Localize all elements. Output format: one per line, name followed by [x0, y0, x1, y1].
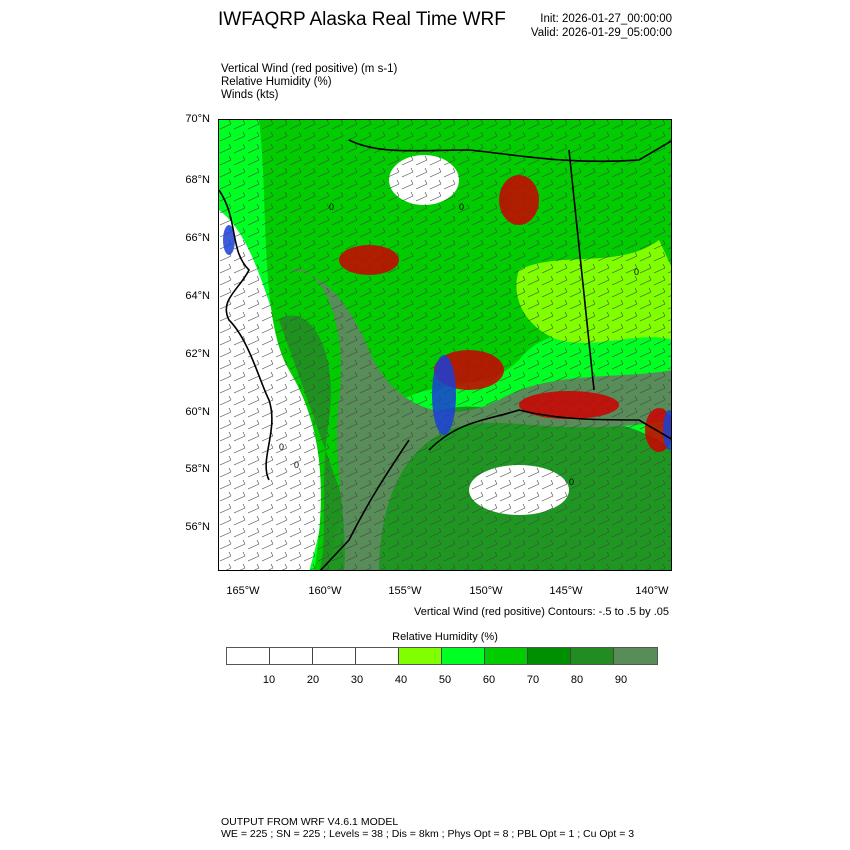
init-time: Init: 2026-01-27_00:00:00: [540, 13, 672, 25]
colorbar-label: 80: [570, 674, 584, 686]
colorbar-swatch: [399, 648, 442, 664]
field-label-vertical-wind: Vertical Wind (red positive) (m s-1): [221, 63, 398, 75]
svg-text:0: 0: [634, 267, 639, 277]
lat-label-66n: 66°N: [185, 232, 210, 244]
colorbar-swatch: [270, 648, 313, 664]
colorbar-swatch: [571, 648, 614, 664]
lon-label-165w: 165°W: [226, 585, 260, 597]
colorbar-label: 10: [262, 674, 276, 686]
plot-title: IWFAQRP Alaska Real Time WRF: [218, 9, 506, 30]
colorbar-swatch: [313, 648, 356, 664]
field-label-winds: Winds (kts): [221, 89, 279, 101]
vertical-wind-downdrafts: [223, 225, 671, 450]
colorbar-swatch: [614, 648, 657, 664]
colorbar-title: Relative Humidity (%): [392, 631, 498, 643]
lat-label-68n: 68°N: [185, 174, 210, 186]
svg-text:0: 0: [459, 202, 464, 212]
colorbar-label: 40: [394, 674, 408, 686]
lat-label-70n: 70°N: [185, 113, 210, 125]
colorbar-label: 50: [438, 674, 452, 686]
svg-text:0: 0: [294, 460, 299, 470]
map-panel: 0 0 0 0 0 0: [218, 119, 672, 571]
rh-colorbar: [226, 647, 658, 665]
lat-label-62n: 62°N: [185, 348, 210, 360]
svg-text:0: 0: [569, 477, 574, 487]
colorbar-swatch: [485, 648, 528, 664]
coastline: [219, 139, 671, 570]
lon-label-160w: 160°W: [308, 585, 342, 597]
lat-label-58n: 58°N: [185, 463, 210, 475]
colorbar-swatch: [227, 648, 270, 664]
lon-label-145w: 145°W: [549, 585, 583, 597]
colorbar-label: 60: [482, 674, 496, 686]
lon-label-155w: 155°W: [388, 585, 422, 597]
map-svg: 0 0 0 0 0 0: [219, 120, 671, 570]
field-label-rh: Relative Humidity (%): [221, 76, 332, 88]
contour-labels: 0 0 0 0 0 0: [279, 202, 639, 487]
contour-note: Vertical Wind (red positive) Contours: -…: [414, 606, 669, 618]
wind-barbs: [219, 120, 671, 570]
svg-text:0: 0: [329, 202, 334, 212]
colorbar-label: 70: [526, 674, 540, 686]
lat-label-64n: 64°N: [185, 290, 210, 302]
valid-time: Valid: 2026-01-29_05:00:00: [530, 27, 672, 39]
lon-label-150w: 150°W: [469, 585, 503, 597]
footer-config: WE = 225 ; SN = 225 ; Levels = 38 ; Dis …: [221, 828, 635, 840]
colorbar-swatch: [356, 648, 399, 664]
lat-label-60n: 60°N: [185, 406, 210, 418]
lat-label-56n: 56°N: [185, 521, 210, 533]
colorbar-label: 20: [306, 674, 320, 686]
lon-label-140w: 140°W: [635, 585, 669, 597]
colorbar-label: 30: [350, 674, 364, 686]
footer-model: OUTPUT FROM WRF V4.6.1 MODEL: [221, 816, 399, 828]
colorbar-label: 90: [614, 674, 628, 686]
colorbar-swatch: [442, 648, 485, 664]
colorbar-swatch: [528, 648, 571, 664]
svg-text:0: 0: [279, 442, 284, 452]
